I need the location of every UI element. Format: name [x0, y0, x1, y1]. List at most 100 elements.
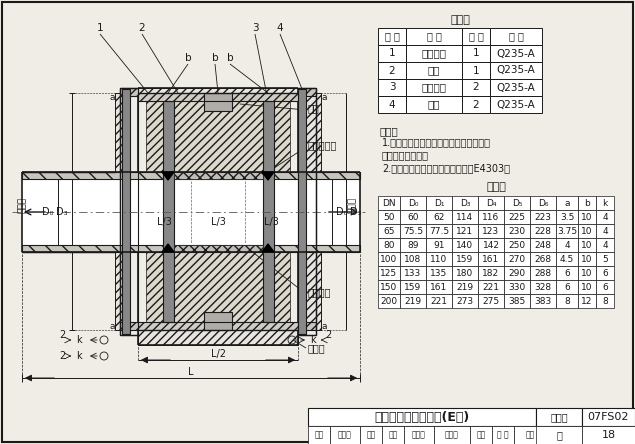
Bar	[452, 280, 478, 294]
Bar	[556, 196, 578, 210]
Text: 268: 268	[535, 254, 552, 263]
Text: 80: 80	[384, 241, 395, 250]
Bar	[378, 266, 400, 280]
Text: 5: 5	[602, 254, 608, 263]
Bar	[122, 89, 130, 334]
Bar	[578, 196, 596, 210]
Bar	[578, 210, 596, 224]
Bar	[452, 196, 478, 210]
Text: 219: 219	[457, 282, 474, 292]
Text: 任 良: 任 良	[497, 431, 509, 440]
Text: Q235-A: Q235-A	[497, 99, 535, 110]
Bar	[406, 62, 462, 79]
Text: 60: 60	[407, 213, 418, 222]
Text: 1: 1	[472, 48, 479, 59]
Bar	[378, 252, 400, 266]
Text: a: a	[109, 92, 115, 102]
Bar	[504, 210, 530, 224]
Bar	[478, 196, 504, 210]
Text: 142: 142	[483, 241, 500, 250]
Bar	[120, 322, 138, 330]
Text: 12: 12	[581, 297, 592, 305]
Bar	[406, 79, 462, 96]
Text: 1.管道和填充材料施工完后，再施行挡板: 1.管道和填充材料施工完后，再施行挡板	[382, 137, 491, 147]
Bar	[400, 252, 426, 266]
Bar	[452, 224, 478, 238]
Bar	[400, 266, 426, 280]
Bar	[330, 426, 360, 444]
Bar	[490, 62, 542, 79]
Text: Q235-A: Q235-A	[497, 83, 535, 92]
Text: 116: 116	[483, 213, 500, 222]
Bar	[452, 238, 478, 252]
Bar	[504, 224, 530, 238]
Bar	[478, 252, 504, 266]
Bar	[22, 245, 360, 252]
Text: 6: 6	[602, 282, 608, 292]
Text: 3: 3	[251, 23, 258, 33]
Text: 审核: 审核	[314, 431, 324, 440]
Text: a: a	[109, 321, 115, 330]
Text: 114: 114	[457, 213, 474, 222]
Bar	[163, 101, 173, 322]
Bar	[504, 294, 530, 308]
Text: L/2: L/2	[210, 349, 225, 359]
Text: 庄佐鹏: 庄佐鹏	[445, 431, 459, 440]
Bar	[530, 238, 556, 252]
Text: 6: 6	[564, 282, 570, 292]
Bar	[173, 172, 262, 179]
Bar	[514, 426, 546, 444]
Text: 6: 6	[564, 269, 570, 278]
Bar	[490, 79, 542, 96]
Text: 125: 125	[380, 269, 398, 278]
Bar	[462, 79, 490, 96]
Text: 91: 91	[433, 241, 444, 250]
Text: 油麻: 油麻	[308, 103, 320, 113]
Text: 名 称: 名 称	[427, 32, 441, 41]
Bar	[596, 266, 614, 280]
Text: Q235-A: Q235-A	[497, 48, 535, 59]
Text: 248: 248	[535, 241, 552, 250]
Text: 10: 10	[581, 213, 592, 222]
Bar	[426, 210, 452, 224]
Text: L/3: L/3	[264, 217, 279, 227]
Bar	[406, 28, 462, 45]
Bar	[504, 266, 530, 280]
Bar	[504, 238, 530, 252]
Text: 288: 288	[535, 269, 552, 278]
Text: D₆: D₆	[538, 198, 548, 207]
Text: L/3: L/3	[211, 217, 225, 227]
Text: 18: 18	[601, 430, 615, 440]
Text: 219: 219	[404, 297, 422, 305]
Bar	[308, 408, 536, 426]
Text: D₃: D₃	[56, 207, 68, 217]
Bar	[138, 88, 298, 93]
Bar	[490, 96, 542, 113]
Text: 2: 2	[59, 330, 65, 340]
Text: 225: 225	[509, 213, 526, 222]
Bar	[426, 266, 452, 280]
Bar	[298, 88, 316, 96]
Text: 2: 2	[325, 330, 331, 340]
Text: 2: 2	[472, 99, 479, 110]
Bar	[578, 224, 596, 238]
Bar	[536, 408, 582, 426]
Text: k: k	[76, 335, 82, 345]
Text: 设计: 设计	[476, 431, 486, 440]
Text: DN: DN	[382, 198, 396, 207]
Bar	[490, 45, 542, 62]
Text: 161: 161	[483, 254, 500, 263]
Text: 161: 161	[431, 282, 448, 292]
Bar	[578, 238, 596, 252]
Bar	[530, 252, 556, 266]
Bar	[400, 294, 426, 308]
Bar	[596, 210, 614, 224]
Polygon shape	[262, 244, 274, 252]
Bar	[378, 224, 400, 238]
Bar	[404, 426, 434, 444]
Text: 1: 1	[389, 48, 396, 59]
Text: 385: 385	[509, 297, 526, 305]
Bar	[406, 96, 462, 113]
Bar	[478, 210, 504, 224]
Bar	[478, 280, 504, 294]
